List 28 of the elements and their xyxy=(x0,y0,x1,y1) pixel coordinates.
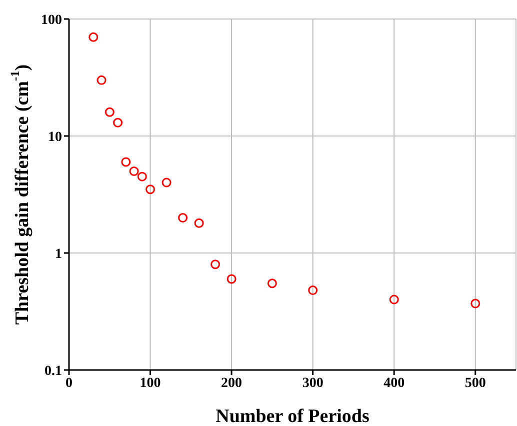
y-tick-label: 100 xyxy=(41,12,62,28)
point xyxy=(470,298,480,308)
point xyxy=(137,172,147,182)
point xyxy=(88,32,98,42)
y-tick-label: 1 xyxy=(55,246,62,262)
point xyxy=(226,274,236,284)
point xyxy=(113,118,123,128)
point xyxy=(129,166,139,176)
x-tick-label: 200 xyxy=(221,376,242,391)
x-tick-label: 100 xyxy=(140,376,161,391)
point xyxy=(104,107,114,117)
point xyxy=(146,184,156,194)
point xyxy=(96,75,106,85)
x-tick-label: 400 xyxy=(384,376,405,391)
point xyxy=(389,294,399,304)
point xyxy=(194,218,204,228)
x-tick-label: 0 xyxy=(66,376,72,391)
point xyxy=(267,278,277,288)
point xyxy=(178,213,188,223)
y-tick-label: 10 xyxy=(48,130,62,145)
x-axis-title: Number of Periods xyxy=(216,406,370,426)
point xyxy=(162,178,172,188)
y-tick-label: 0.1 xyxy=(44,364,62,379)
point xyxy=(308,286,318,296)
point xyxy=(121,157,131,167)
x-tick-label: 500 xyxy=(464,376,486,391)
x-tick-label: 300 xyxy=(302,376,324,391)
point xyxy=(210,260,220,270)
